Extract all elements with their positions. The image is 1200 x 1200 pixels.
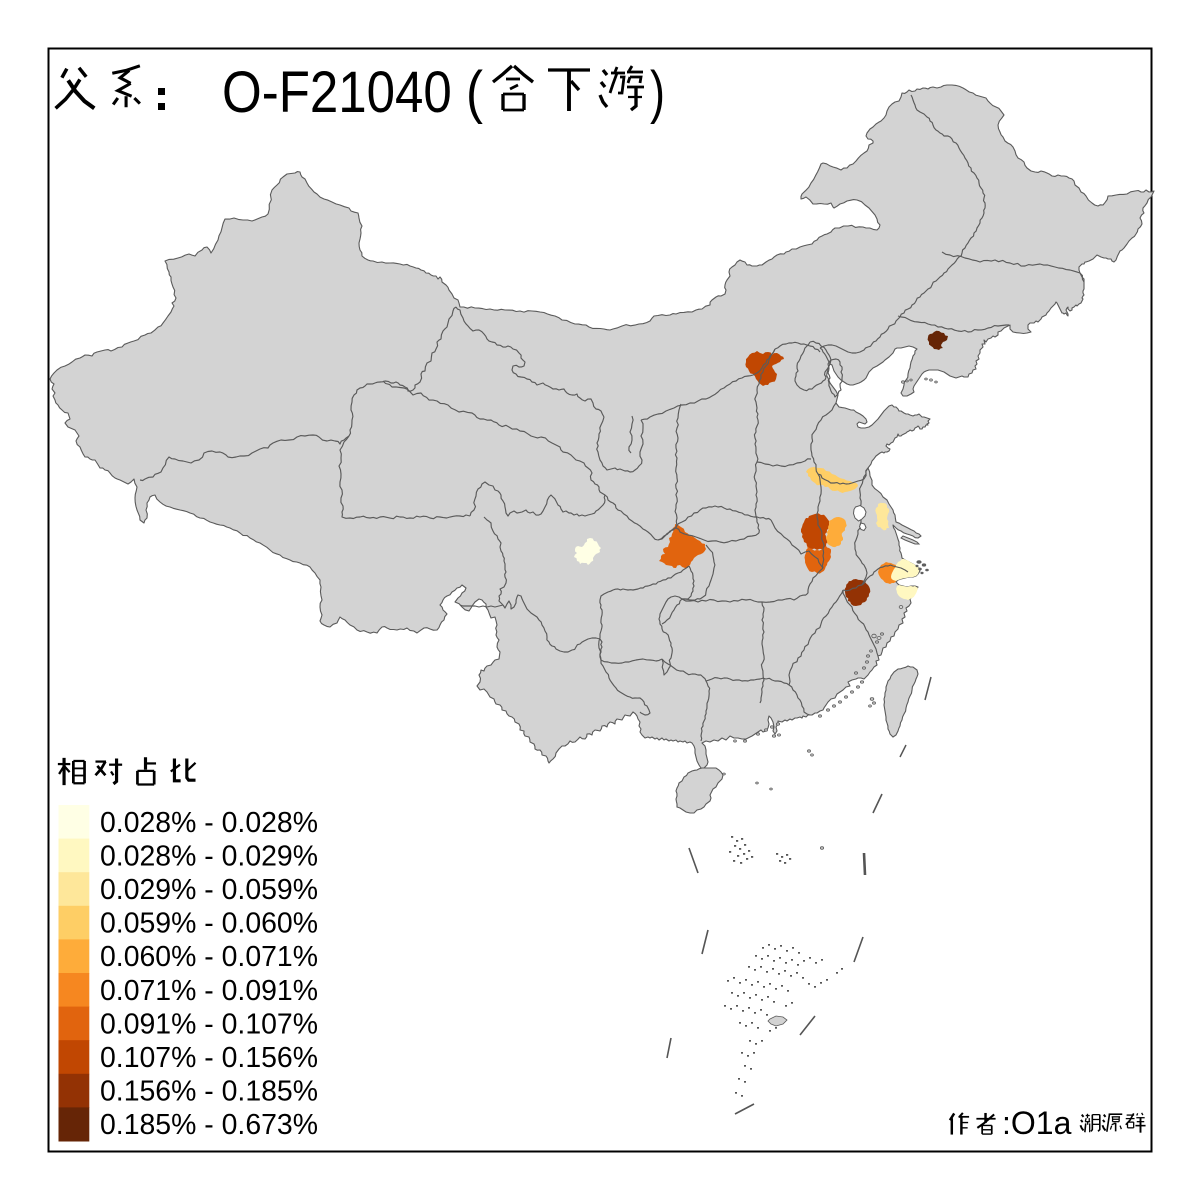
svg-text:0.185% - 0.673%: 0.185% - 0.673% (100, 1109, 318, 1141)
svg-text:0.091% - 0.107%: 0.091% - 0.107% (100, 1008, 318, 1040)
svg-text:O-F21040 (: O-F21040 ( (222, 60, 483, 125)
svg-text:0.156% - 0.185%: 0.156% - 0.185% (100, 1076, 318, 1108)
svg-text:0.060% - 0.071%: 0.060% - 0.071% (100, 941, 318, 973)
svg-text:): ) (650, 60, 665, 125)
svg-text:0.028% - 0.028%: 0.028% - 0.028% (100, 807, 318, 839)
svg-text:0.029% - 0.059%: 0.029% - 0.059% (100, 874, 318, 906)
svg-text:0.071% - 0.091%: 0.071% - 0.091% (100, 975, 318, 1007)
svg-text:0.059% - 0.060%: 0.059% - 0.060% (100, 908, 318, 940)
svg-text:0.107% - 0.156%: 0.107% - 0.156% (100, 1042, 318, 1074)
svg-text::O1a: :O1a (1002, 1105, 1072, 1141)
svg-text:0.028% - 0.029%: 0.028% - 0.029% (100, 840, 318, 872)
